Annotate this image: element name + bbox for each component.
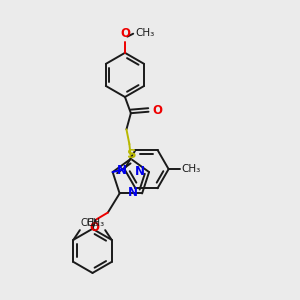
Text: N: N — [128, 186, 138, 199]
Text: N: N — [135, 165, 145, 178]
Text: N: N — [117, 164, 127, 177]
Text: CH₃: CH₃ — [135, 28, 154, 38]
Text: O: O — [89, 221, 99, 234]
Text: CH₃: CH₃ — [81, 218, 99, 228]
Text: CH₃: CH₃ — [86, 218, 104, 228]
Text: CH₃: CH₃ — [181, 164, 200, 174]
Text: O: O — [152, 104, 162, 117]
Text: O: O — [120, 27, 130, 40]
Text: S: S — [127, 148, 136, 161]
